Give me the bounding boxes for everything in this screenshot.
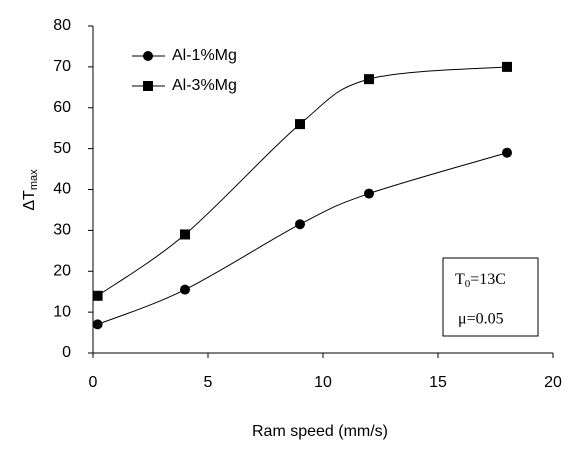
annotation-mu: μ=0.05 [458, 311, 504, 328]
y-tick-label: 80 [53, 17, 71, 34]
y-tick-label: 0 [62, 344, 71, 361]
y-tick-label: 30 [53, 222, 71, 239]
x-tick-label: 10 [314, 374, 332, 391]
legend-marker [143, 81, 153, 91]
x-tick-label: 15 [429, 374, 447, 391]
data-point [364, 74, 374, 85]
annotation-rest: =13C [470, 271, 506, 288]
data-point [295, 119, 305, 130]
data-point [295, 219, 305, 230]
legend-label: Al-3%Mg [172, 77, 237, 94]
data-point [92, 319, 103, 330]
y-tick-label: 40 [53, 181, 71, 198]
annotation-t: T [455, 271, 465, 288]
x-tick-label: 0 [89, 374, 98, 391]
data-point [92, 290, 103, 301]
y-tick-label: 20 [53, 262, 71, 279]
annotation-box [442, 257, 539, 337]
legend-label: Al-1%Mg [172, 47, 237, 64]
y-label-main: ΔT [21, 190, 38, 211]
y-tick-label: 50 [53, 140, 71, 157]
x-tick-label: 20 [544, 374, 562, 391]
x-axis-label: Ram speed (mm/s) [252, 423, 388, 440]
y-label-sub: max [28, 169, 40, 190]
legend-marker [143, 51, 153, 61]
y-tick-label: 10 [53, 303, 71, 320]
data-point [180, 284, 190, 295]
annotation-text: T0=13C [455, 271, 506, 290]
data-point [364, 188, 374, 199]
y-tick-label: 60 [53, 99, 71, 116]
y-axis-label: ΔTmax [21, 169, 40, 211]
data-point [502, 147, 512, 158]
data-point [502, 61, 512, 72]
annotation-sub: 0 [465, 278, 471, 290]
y-tick-label: 70 [53, 58, 71, 75]
data-point [180, 229, 190, 240]
x-tick-label: 5 [204, 374, 213, 391]
